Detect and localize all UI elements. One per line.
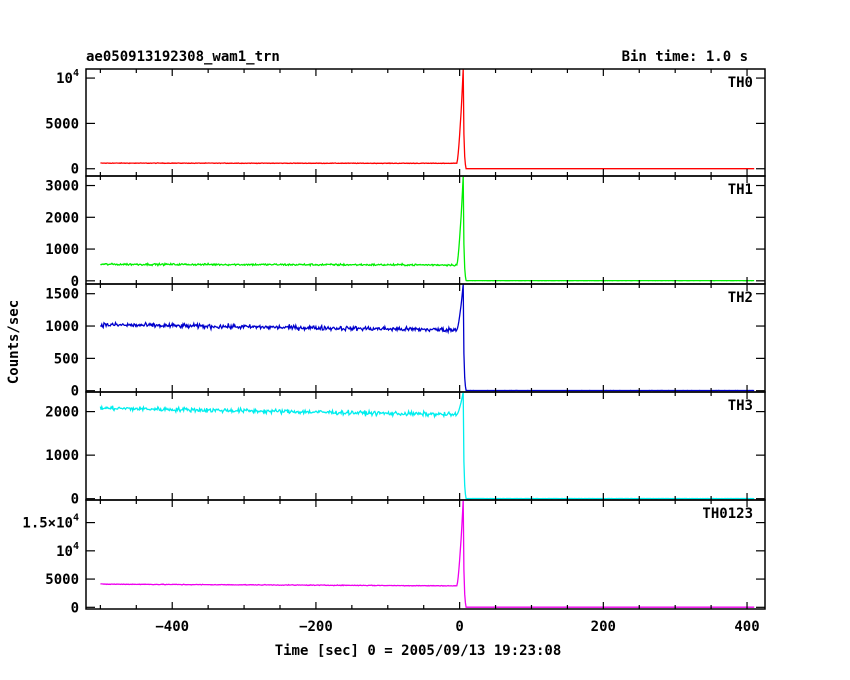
bin-time-label: Bin time: 1.0 s bbox=[622, 49, 748, 65]
series-line-th0123 bbox=[100, 500, 755, 608]
y-tick-label: 0 bbox=[71, 492, 79, 508]
y-tick-label: 3000 bbox=[45, 179, 79, 195]
y-tick-label: 1000 bbox=[45, 448, 79, 464]
panel-th1: 0 1000 2000 3000 TH1 bbox=[45, 175, 766, 290]
x-tick-label: −400 bbox=[155, 619, 189, 635]
panel-frame bbox=[85, 391, 766, 501]
y-tick-label: 0 bbox=[71, 274, 79, 290]
chart-title: ae050913192308_wam1_trn bbox=[86, 49, 280, 65]
panel-th0123: 0 5000 104 1.5×104 TH0123 bbox=[22, 499, 766, 616]
y-tick-label: 2000 bbox=[45, 210, 79, 226]
y-tick-label: 104 bbox=[56, 68, 79, 87]
y-tick-label: 5000 bbox=[45, 116, 79, 132]
y-tick-label: 1000 bbox=[45, 319, 79, 335]
panel-frame bbox=[85, 283, 766, 393]
panel-frame bbox=[85, 175, 766, 285]
panel-label-th3: TH3 bbox=[728, 398, 753, 414]
series-line-th0 bbox=[100, 69, 755, 170]
y-tick-label: 5000 bbox=[45, 572, 79, 588]
panel-label-th0123: TH0123 bbox=[702, 506, 753, 522]
y-tick-label: 0 bbox=[71, 600, 79, 616]
panel-th0: 0 5000 104 TH0 bbox=[45, 68, 766, 178]
y-tick-label: 0 bbox=[71, 384, 79, 400]
panel-label-th2: TH2 bbox=[728, 290, 753, 306]
y-tick-label: 2000 bbox=[45, 405, 79, 421]
y-tick-label: 0 bbox=[71, 162, 79, 178]
y-tick-label: 1500 bbox=[45, 287, 79, 303]
panel-frame bbox=[85, 68, 766, 177]
y-tick-label: 1.5×104 bbox=[22, 513, 79, 532]
panel-label-th1: TH1 bbox=[728, 182, 753, 198]
panel-th2: 0 500 1000 1500 TH2 bbox=[45, 283, 766, 400]
y-tick-label: 500 bbox=[54, 351, 79, 367]
y-tick-label: 104 bbox=[56, 541, 79, 560]
x-tick-label: −200 bbox=[299, 619, 333, 635]
y-axis-label: Counts/sec bbox=[6, 300, 22, 384]
x-tick-label: 0 bbox=[455, 619, 463, 635]
panel-th3: 0 1000 2000 TH3 bbox=[45, 391, 766, 508]
x-tick-label: 400 bbox=[734, 619, 759, 635]
y-tick-label: 1000 bbox=[45, 242, 79, 258]
series-line-th1 bbox=[100, 176, 755, 282]
panel-label-th0: TH0 bbox=[728, 75, 753, 91]
panel-frame bbox=[85, 499, 766, 610]
x-axis-label: Time [sec] 0 = 2005/09/13 19:23:08 bbox=[275, 643, 562, 659]
series-line-th3 bbox=[99, 392, 755, 500]
series-line-th2 bbox=[99, 284, 755, 392]
x-tick-label: 200 bbox=[591, 619, 616, 635]
